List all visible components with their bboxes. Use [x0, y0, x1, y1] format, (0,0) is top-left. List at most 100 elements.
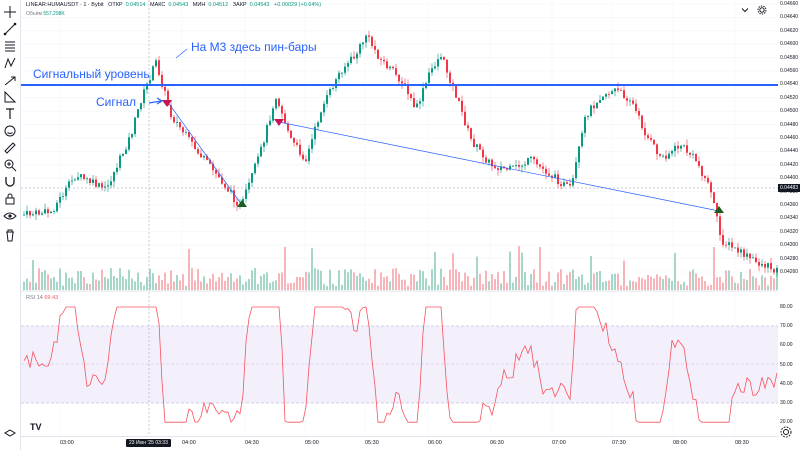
candle-body	[752, 257, 754, 259]
volume-bar	[452, 253, 454, 290]
volume-series	[23, 246, 778, 290]
chevron-down-icon[interactable]	[740, 2, 750, 13]
volume-bar	[236, 278, 238, 290]
volume-bar	[131, 278, 133, 290]
volume-bar	[749, 268, 751, 290]
candle-body	[674, 145, 676, 152]
signal-annotation[interactable]: Сигнал	[96, 95, 137, 109]
ruler-icon[interactable]	[3, 141, 17, 155]
pattern-icon[interactable]	[3, 56, 17, 70]
price-tick-label: 0.04540	[780, 81, 799, 88]
candle-body	[386, 61, 388, 69]
zoom-icon[interactable]	[3, 158, 17, 172]
candle-body	[575, 162, 577, 179]
lock-icon[interactable]	[3, 192, 17, 206]
volume-bar	[62, 285, 64, 290]
emoji-icon[interactable]	[3, 124, 17, 138]
volume-bar	[287, 283, 289, 290]
geometry-icon[interactable]	[3, 90, 17, 104]
candle-body	[410, 94, 412, 98]
volume-bar	[89, 284, 91, 290]
candle-body	[578, 146, 580, 163]
volume-bar	[545, 281, 547, 290]
volume-bar	[422, 271, 424, 290]
eye-icon[interactable]	[3, 209, 17, 223]
price-tick-label: 0.04440	[780, 148, 799, 155]
price-tick-label: 0.04340	[780, 215, 799, 222]
volume-bar	[386, 276, 388, 290]
volume-bar	[614, 273, 616, 290]
crosshair-icon[interactable]	[3, 5, 17, 19]
signal-level-annotation[interactable]: Сигнальный уровень	[33, 67, 150, 81]
volume-bar	[308, 272, 310, 290]
symbol-name[interactable]: LINEAR:HUMAUSDT · 1 · Bybit	[26, 2, 104, 8]
price-axis[interactable]: 0.04660 0.04640 0.04620 0.04600 0.04580 0.045…	[778, 0, 800, 450]
buy-marker-1[interactable]	[237, 200, 247, 207]
candle-body	[341, 72, 343, 74]
candle-body	[527, 158, 529, 165]
pinbar-annotation[interactable]: На М3 здесь пин-бары	[191, 40, 317, 54]
volume-bar	[713, 247, 715, 290]
volume-bar	[542, 285, 544, 290]
candle-body	[203, 156, 205, 158]
volume-bar	[659, 276, 661, 290]
candle-body	[131, 134, 133, 138]
candle-body	[680, 145, 682, 149]
fib-icon[interactable]	[3, 39, 17, 53]
volume-bar	[443, 276, 445, 290]
text-icon[interactable]	[3, 107, 17, 121]
layers-icon[interactable]	[3, 428, 17, 442]
volume-bar	[218, 277, 220, 290]
trend-line-2[interactable]	[278, 121, 720, 212]
time-tick-label: 06:30	[490, 440, 504, 446]
volume-bar	[548, 271, 550, 290]
candle-body	[440, 57, 442, 60]
candle-body	[47, 209, 49, 214]
candle-body	[554, 174, 556, 178]
trend-line-1[interactable]	[166, 100, 243, 206]
tradingview-logo[interactable]: TV	[30, 422, 42, 432]
candle-body	[53, 211, 55, 213]
volume-bar	[746, 279, 748, 290]
magnet-icon[interactable]	[3, 175, 17, 189]
candle-body	[284, 113, 286, 124]
chart-canvas[interactable]	[21, 0, 778, 450]
price-tick-label: 0.04300	[780, 242, 799, 249]
volume-bar	[194, 280, 196, 290]
candle-body	[671, 151, 673, 154]
open-value: 0.04514	[125, 2, 146, 8]
volume-bar	[263, 274, 265, 290]
candle-body	[224, 183, 226, 188]
candle-body	[182, 127, 184, 133]
volume-bar	[374, 269, 376, 290]
candle-body	[59, 196, 61, 203]
sell-marker-2[interactable]	[274, 119, 284, 126]
candle-body	[413, 97, 415, 108]
open-label: ОТКР	[108, 2, 123, 8]
candle-body	[458, 97, 460, 101]
volume-bar	[440, 268, 442, 290]
candle-body	[518, 164, 520, 167]
candle-body	[431, 68, 433, 73]
candle-body	[665, 155, 667, 159]
candle-body	[161, 74, 163, 87]
rsi-line	[23, 306, 778, 424]
candle-body	[467, 125, 469, 129]
forecast-icon[interactable]	[3, 73, 17, 87]
candle-body	[515, 164, 517, 166]
settings-gear-icon[interactable]	[757, 2, 767, 15]
candle-body	[536, 159, 538, 165]
sell-marker-1[interactable]	[162, 100, 172, 107]
volume-bar	[143, 285, 145, 290]
time-axis[interactable]: 23 Июн '25 03:33 03:00 04:00 04:30 05:00 05:…	[21, 436, 778, 451]
volume-bar	[164, 272, 166, 290]
volume-bar	[35, 282, 37, 290]
trend-line-icon[interactable]	[3, 22, 17, 36]
volume-bar	[539, 247, 541, 290]
volume-bar	[656, 274, 658, 290]
candle-body	[170, 105, 172, 118]
volume-bar	[755, 277, 757, 290]
trash-icon[interactable]	[3, 228, 17, 242]
buy-marker-2[interactable]	[714, 206, 724, 213]
settings-gear-icon-bottom[interactable]	[780, 425, 792, 438]
